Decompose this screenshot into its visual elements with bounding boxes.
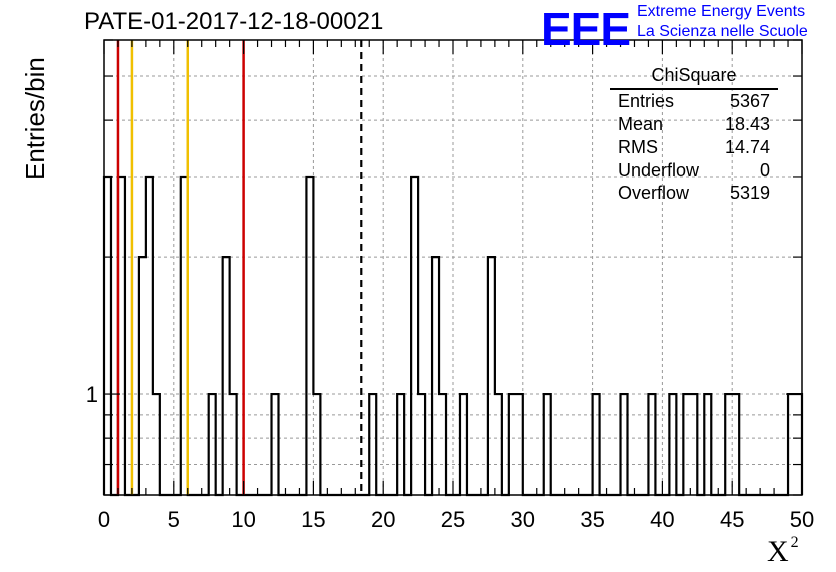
- stats-value: 5367: [729, 91, 770, 111]
- x-tick-label: 10: [231, 507, 255, 532]
- x-tick-label: 50: [790, 507, 814, 532]
- stats-value: 18.43: [724, 114, 770, 134]
- logo-line-2: La Scienza nelle Scuole: [637, 23, 808, 40]
- x-tick-label: 0: [98, 507, 110, 532]
- stats-row: Entries 5367: [610, 90, 778, 113]
- stats-row: Mean 18.43: [610, 113, 778, 136]
- stats-value: 0: [759, 160, 770, 180]
- x-tick-label: 20: [371, 507, 395, 532]
- x-tick-label: 15: [301, 507, 325, 532]
- stats-label: Overflow: [618, 183, 690, 203]
- stats-row: Overflow 5319: [610, 182, 778, 205]
- eee-logo: EEE: [541, 3, 631, 55]
- stats-box: ChiSquare Entries 5367 Mean 18.43 RMS 14.74…: [610, 65, 778, 205]
- x-tick-label: 45: [720, 507, 744, 532]
- stats-title: ChiSquare: [610, 65, 778, 90]
- stats-row: RMS 14.74: [610, 136, 778, 159]
- stats-label: Mean: [618, 114, 664, 134]
- stats-row: Underflow 0: [610, 159, 778, 182]
- axes: [103, 39, 803, 496]
- y-tick-label: 1: [86, 382, 98, 407]
- stats-value: 14.74: [724, 137, 770, 157]
- x-tick-label: 25: [441, 507, 465, 532]
- x-tick-label: 40: [650, 507, 674, 532]
- stats-value: 5319: [729, 183, 770, 203]
- stats-label: Underflow: [618, 160, 700, 180]
- x-tick-label: 5: [168, 507, 180, 532]
- tick-labels: 0 5 10 15 20 25 30 35 40 45 50 1: [86, 382, 814, 532]
- stats-label: Entries: [618, 91, 675, 111]
- x-axis-label-superscript: 2: [790, 534, 799, 551]
- x-tick-label: 35: [580, 507, 604, 532]
- chart-title: PATE-01-2017-12-18-00021: [84, 8, 384, 35]
- reference-lines: [116, 40, 363, 495]
- x-tick-label: 30: [511, 507, 535, 532]
- stats-label: RMS: [618, 137, 658, 157]
- logo-line-1: Extreme Energy Events: [637, 3, 806, 20]
